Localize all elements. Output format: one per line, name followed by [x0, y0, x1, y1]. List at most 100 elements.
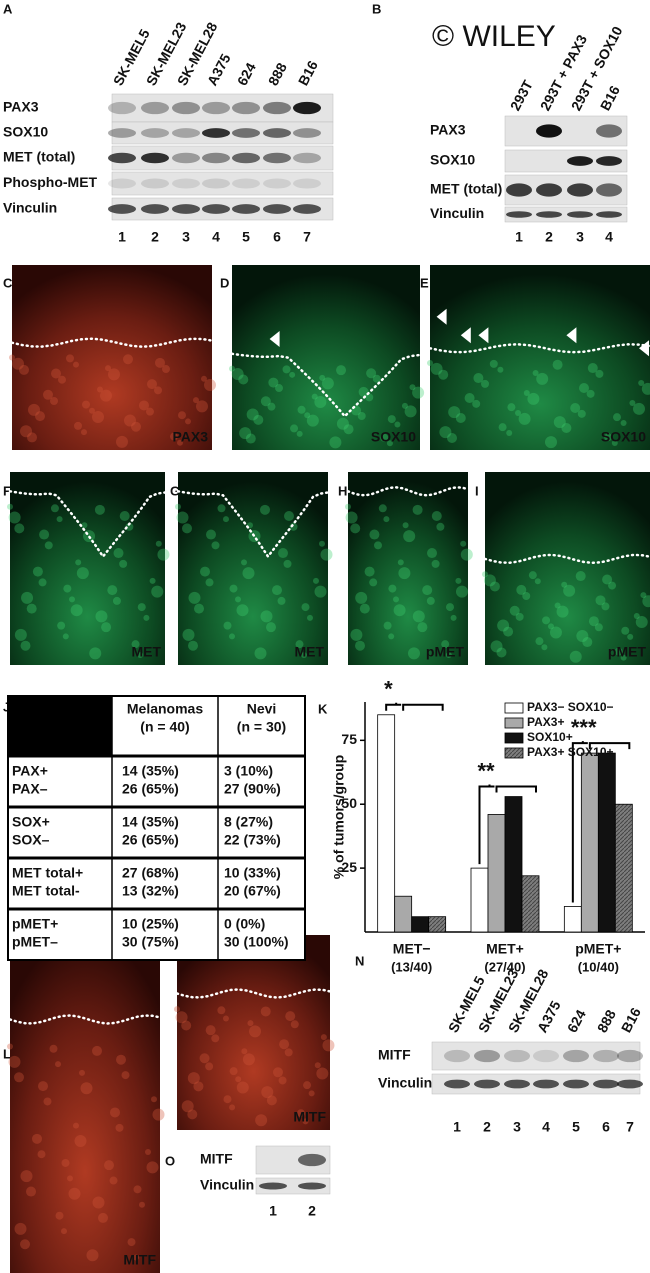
arrowhead [269, 331, 280, 347]
blot-strip [255, 1177, 331, 1195]
panel-label: G [170, 483, 180, 498]
table-header: (n = 40) [140, 719, 189, 735]
panel-label: L [3, 1046, 11, 1061]
cell [289, 371, 296, 378]
lane-label: A375 [534, 998, 564, 1035]
cell [178, 411, 186, 420]
cell [235, 1076, 242, 1083]
table-cell: 30 (100%) [224, 934, 289, 950]
cell [314, 1062, 321, 1069]
lane-label: A375 [204, 51, 234, 88]
band [108, 128, 136, 138]
row-label: MET (total) [430, 181, 502, 197]
cell [205, 1062, 214, 1071]
cell [278, 548, 288, 559]
cell [73, 361, 79, 368]
band [202, 128, 230, 138]
cell [127, 1238, 136, 1247]
cell [20, 425, 32, 438]
arrowhead [566, 327, 577, 344]
table-cell: 13 (32%) [122, 883, 179, 899]
cell [14, 523, 25, 534]
cell [39, 529, 50, 540]
cell [448, 406, 461, 419]
band [202, 204, 230, 214]
cell [43, 1097, 52, 1106]
significance: * [384, 677, 393, 702]
cell [123, 354, 133, 365]
cell [175, 1011, 188, 1024]
cell [131, 421, 141, 432]
band [536, 183, 562, 197]
band [593, 1079, 619, 1089]
cell [82, 400, 90, 409]
lane-number: 2 [151, 229, 159, 245]
lane-label: B16 [295, 58, 321, 88]
cell [14, 1072, 24, 1083]
cell [242, 567, 255, 580]
cell [155, 540, 162, 547]
cell [109, 1176, 118, 1185]
cell [358, 386, 369, 397]
stain-label: pMET [426, 644, 465, 660]
cell [447, 432, 457, 443]
band [232, 178, 260, 189]
cell [515, 612, 524, 621]
cell [7, 503, 13, 510]
band [259, 1182, 287, 1190]
table-cell: SOX+ [12, 814, 50, 830]
band [293, 152, 321, 164]
y-axis-label: % of tumors/group [331, 755, 347, 879]
cell [279, 1039, 290, 1050]
cell [236, 1081, 249, 1094]
cell [28, 403, 40, 416]
cell [304, 412, 311, 419]
cell [175, 503, 181, 510]
lane-number: 2 [308, 1203, 316, 1219]
row-label: Vinculin [430, 205, 484, 221]
cell [12, 357, 24, 370]
cell [181, 1100, 194, 1113]
panel-label: D [220, 275, 229, 290]
band [293, 204, 321, 214]
cell [601, 602, 610, 611]
stain-label: SOX10 [601, 429, 646, 445]
lane-number: 4 [605, 229, 613, 245]
bar [504, 796, 523, 933]
arrowhead [436, 308, 447, 325]
cell [627, 633, 634, 640]
cell [290, 1020, 299, 1029]
cell [561, 581, 568, 588]
cell [193, 1081, 204, 1092]
cell [145, 1148, 151, 1155]
cell [260, 504, 270, 515]
cell [282, 365, 291, 374]
band [474, 1079, 500, 1089]
cell [55, 1061, 61, 1068]
band [232, 152, 260, 164]
band [293, 101, 321, 115]
lane-number: 2 [545, 229, 553, 245]
cell [170, 432, 178, 441]
cell [92, 410, 104, 423]
cell [241, 559, 247, 566]
cell [75, 559, 82, 566]
cell [296, 1109, 305, 1118]
table-cell: 26 (65%) [122, 832, 179, 848]
cell [380, 433, 389, 442]
table-cell: PAX+ [12, 763, 48, 779]
cell [472, 399, 481, 408]
band [504, 1079, 530, 1089]
arrowhead [478, 327, 489, 344]
cell [290, 424, 299, 433]
cell [107, 585, 118, 596]
cell [119, 559, 128, 568]
cell [497, 619, 510, 632]
x-tick-label: pMET+ [575, 941, 621, 957]
cell [139, 1201, 145, 1208]
cell [611, 439, 618, 446]
cell [101, 622, 112, 633]
cell [582, 637, 593, 648]
band [141, 178, 169, 189]
cell [640, 592, 647, 599]
